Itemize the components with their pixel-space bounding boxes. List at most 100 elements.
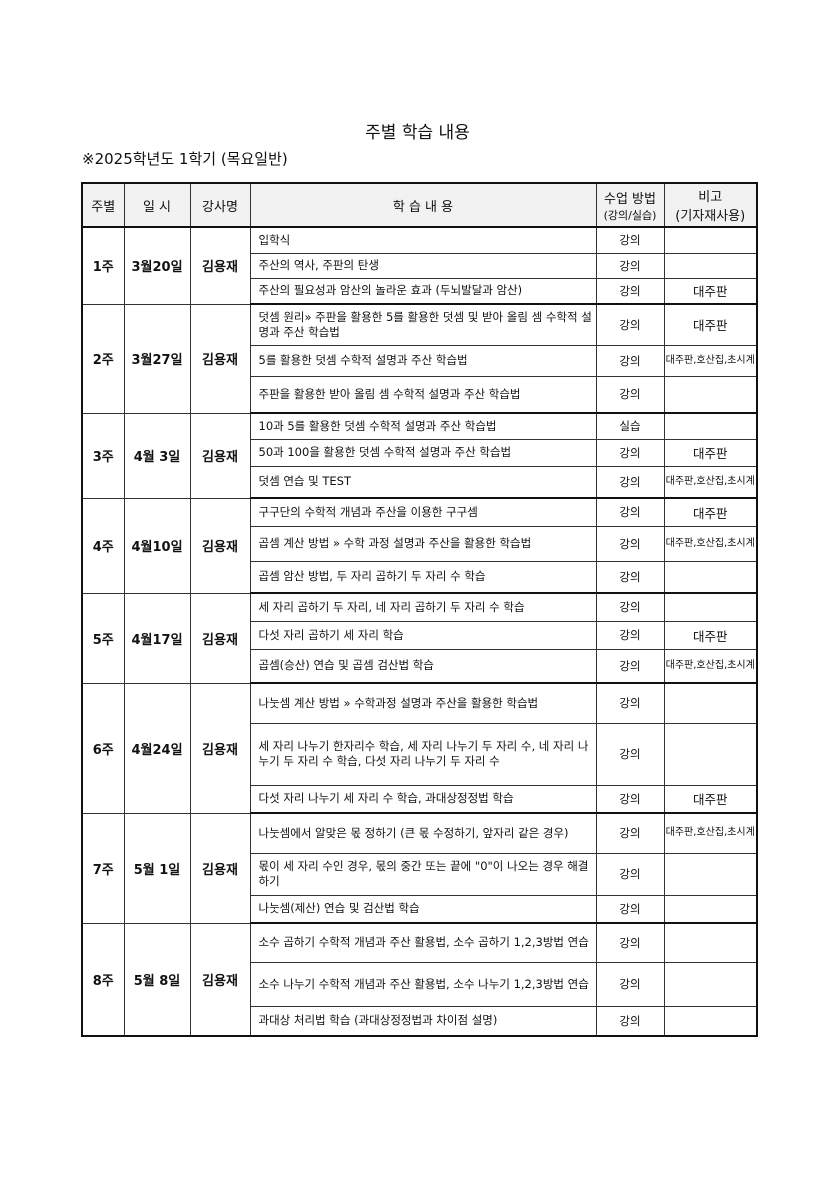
table-row: 덧셈 연습 및 TEST 강의 대주판,호산집,초시계 — [82, 465, 758, 499]
content-cell: 곱셈 계산 방법 » 수학 과정 설명과 주산을 활용한 학습법 — [249, 525, 597, 562]
content-cell: 입학식 — [249, 226, 597, 254]
method-cell: 실습 — [595, 412, 665, 440]
note-cell — [663, 412, 758, 440]
content-cell: 세 자리 나누기 한자리수 학습, 세 자리 나누기 두 자리 수, 네 자리 … — [249, 722, 597, 786]
table-row: 8주 5월 8일 김용재 소수 곱하기 수학적 개념과 주산 활용법, 소수 곱하기 … — [81, 922, 758, 1037]
note-cell — [663, 722, 758, 786]
note-cell: 대주판 — [663, 497, 758, 527]
table-row: 곱셈 암산 방법, 두 자리 곱하기 두 자리 수 학습 강의 — [82, 560, 758, 594]
method-cell: 강의 — [595, 344, 665, 377]
week-cell: 3주 — [81, 412, 125, 499]
table-row: 세 자리 나누기 한자리수 학습, 세 자리 나누기 두 자리 수, 네 자리 … — [82, 722, 758, 786]
date-cell: 5월 8일 — [123, 922, 191, 1037]
content-cell: 5를 활용한 덧셈 수학적 설명과 주산 학습법 — [249, 344, 597, 377]
table-row: 2주 3월27일 김용재 덧셈 원리» 주판을 활용한 5를 활용한 덧셈 및 받아 … — [81, 303, 758, 414]
method-cell: 강의 — [595, 560, 665, 594]
content-cell: 나눗셈 계산 방법 » 수학과정 설명과 주산을 활용한 학습법 — [249, 682, 597, 724]
note-cell: 대주판,호산집,초시계 — [663, 648, 758, 684]
note-cell: 대주판,호산집,초시계 — [663, 344, 758, 377]
content-cell: 나눗셈(제산) 연습 및 검산법 학습 — [249, 894, 597, 924]
content-cell: 과대상 처리법 학습 (과대상정정법과 차이점 설명) — [249, 1005, 597, 1037]
content-cell: 소수 나누기 수학적 개념과 주산 활용법, 소수 나누기 1,2,3방법 연습 — [249, 961, 597, 1007]
content-cell: 덧셈 연습 및 TEST — [249, 465, 597, 499]
table-row: 1주 3월20일 김용재 입학식 강의 — [81, 226, 758, 305]
note-cell: 대주판 — [663, 620, 758, 650]
note-cell — [663, 375, 758, 414]
content-cell: 10과 5를 활용한 덧셈 수학적 설명과 주산 학습법 — [249, 412, 597, 440]
method-cell: 강의 — [595, 592, 665, 622]
method-cell: 강의 — [595, 497, 665, 527]
header-method: 수업 방법 (강의/실습) — [595, 182, 665, 228]
header-method-label: 수업 방법 — [604, 191, 656, 207]
method-cell: 강의 — [595, 226, 665, 254]
table-row: 6주 4월24일 김용재 나눗셈 계산 방법 » 수학과정 설명과 주산을 활용한 학… — [81, 682, 758, 814]
content-cell: 나눗셈에서 알맞은 몫 정하기 (큰 몫 수정하기, 앞자리 같은 경우) — [249, 812, 597, 854]
page-title: 주별 학습 내용 — [365, 123, 470, 143]
table-row: 5주 4월17일 김용재 세 자리 곱하기 두 자리, 네 자리 곱하기 두 자리 수… — [81, 592, 758, 684]
method-cell: 강의 — [595, 438, 665, 467]
content-cell: 주산의 필요성과 암산의 놀라운 효과 (두뇌발달과 암산) — [249, 277, 597, 305]
method-cell: 강의 — [595, 303, 665, 346]
table-row: 다섯 자리 나누기 세 자리 수 학습, 과대상정정법 학습 강의 대주판 — [82, 784, 758, 814]
method-cell: 강의 — [595, 252, 665, 279]
note-cell — [663, 560, 758, 594]
header-method-sub: (강의/실습) — [603, 208, 657, 222]
teacher-cell: 김용재 — [189, 922, 251, 1037]
week-cell: 8주 — [81, 922, 125, 1037]
date-cell: 4월10일 — [123, 497, 191, 594]
week-cell: 2주 — [81, 303, 125, 414]
note-cell: 대주판 — [663, 303, 758, 346]
date-cell: 4월 3일 — [123, 412, 191, 499]
table-row: 주산의 필요성과 암산의 놀라운 효과 (두뇌발달과 암산) 강의 대주판 — [82, 277, 758, 305]
date-cell: 3월20일 — [123, 226, 191, 305]
method-cell: 강의 — [595, 525, 665, 562]
date-cell: 5월 1일 — [123, 812, 191, 924]
method-cell: 강의 — [595, 852, 665, 896]
teacher-cell: 김용재 — [189, 412, 251, 499]
note-cell — [663, 961, 758, 1007]
note-cell: 대주판 — [663, 784, 758, 814]
week-cell: 4주 — [81, 497, 125, 594]
content-cell: 다섯 자리 나누기 세 자리 수 학습, 과대상정정법 학습 — [249, 784, 597, 814]
header-content: 학 습 내 용 — [249, 182, 597, 228]
content-cell: 몫이 세 자리 수인 경우, 몫의 중간 또는 끝에 "0"이 나오는 경우 해… — [249, 852, 597, 896]
week-cell: 5주 — [81, 592, 125, 684]
semester-subtitle: ※2025학년도 1학기 (목요일반) — [82, 150, 288, 168]
note-cell — [663, 1005, 758, 1037]
header-date: 일 시 — [123, 182, 191, 228]
content-cell: 주판을 활용한 받아 올림 셈 수학적 설명과 주산 학습법 — [249, 375, 597, 414]
note-cell — [663, 592, 758, 622]
table-row: 3주 4월 3일 김용재 10과 5를 활용한 덧셈 수학적 설명과 주산 학습법 실습 — [81, 412, 758, 499]
content-cell: 50과 100을 활용한 덧셈 수학적 설명과 주산 학습법 — [249, 438, 597, 467]
method-cell: 강의 — [595, 620, 665, 650]
header-note: 비고 (기자재사용) — [663, 182, 758, 228]
content-cell: 곱셈 암산 방법, 두 자리 곱하기 두 자리 수 학습 — [249, 560, 597, 594]
note-cell: 대주판,호산집,초시계 — [663, 525, 758, 562]
note-cell — [663, 252, 758, 279]
method-cell: 강의 — [595, 812, 665, 854]
schedule-table: 주별 일 시 강사명 학 습 내 용 수업 방법 (강의/실습) 비고 (기자재사용… — [81, 182, 758, 1037]
note-cell: 대주판 — [663, 438, 758, 467]
header-teacher: 강사명 — [189, 182, 251, 228]
method-cell: 강의 — [595, 894, 665, 924]
method-cell: 강의 — [595, 375, 665, 414]
content-cell: 소수 곱하기 수학적 개념과 주산 활용법, 소수 곱하기 1,2,3방법 연습 — [249, 922, 597, 963]
note-cell — [663, 682, 758, 724]
teacher-cell: 김용재 — [189, 303, 251, 414]
teacher-cell: 김용재 — [189, 592, 251, 684]
method-cell: 강의 — [595, 784, 665, 814]
content-cell: 세 자리 곱하기 두 자리, 네 자리 곱하기 두 자리 수 학습 — [249, 592, 597, 622]
table-row: 곱셈(승산) 연습 및 곱셈 검산법 학습 강의 대주판,호산집,초시계 — [82, 648, 758, 684]
week-cell: 1주 — [81, 226, 125, 305]
table-row: 7주 5월 1일 김용재 나눗셈에서 알맞은 몫 정하기 (큰 몫 수정하기, 앞자리… — [81, 812, 758, 924]
header-note-sub: (기자재사용) — [675, 209, 746, 224]
content-cell: 곱셈(승산) 연습 및 곱셈 검산법 학습 — [249, 648, 597, 684]
method-cell: 강의 — [595, 465, 665, 499]
note-cell: 대주판,호산집,초시계 — [663, 812, 758, 854]
date-cell: 4월17일 — [123, 592, 191, 684]
content-cell: 다섯 자리 곱하기 세 자리 학습 — [249, 620, 597, 650]
table-row: 몫이 세 자리 수인 경우, 몫의 중간 또는 끝에 "0"이 나오는 경우 해… — [82, 852, 758, 896]
table-row: 과대상 처리법 학습 (과대상정정법과 차이점 설명) 강의 — [82, 1005, 758, 1037]
header-week: 주별 — [81, 182, 125, 228]
method-cell: 강의 — [595, 961, 665, 1007]
